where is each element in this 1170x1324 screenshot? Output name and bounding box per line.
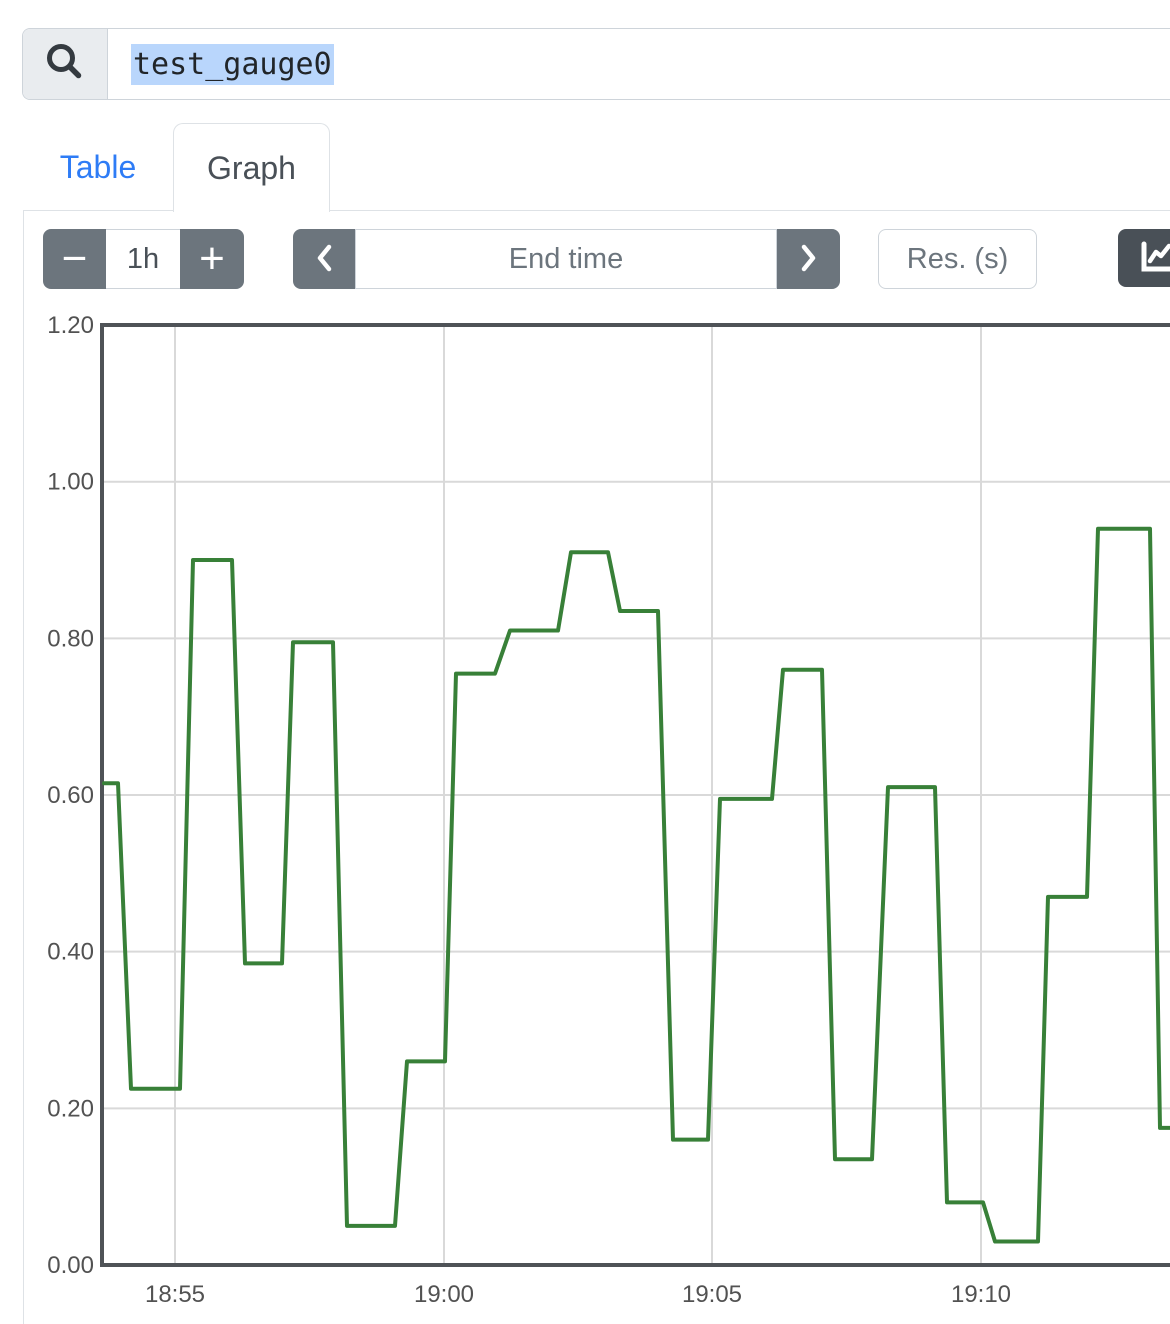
panel-border-top-right (330, 210, 1170, 211)
x-axis-tick-label: 18:55 (145, 1281, 205, 1308)
chevron-left-icon (315, 243, 333, 276)
chevron-right-icon (800, 243, 818, 276)
y-axis-tick-label: 0.60 (47, 782, 94, 809)
end-time-input[interactable] (355, 229, 777, 289)
decrease-range-button[interactable]: − (43, 229, 106, 289)
y-axis-tick-label: 0.40 (47, 939, 94, 966)
y-axis-tick-label: 1.20 (47, 312, 94, 339)
expression-input[interactable]: test_gauge0 (108, 29, 1170, 99)
expression-input-selected-text: test_gauge0 (131, 43, 334, 85)
y-axis-tick-label: 1.00 (47, 469, 94, 496)
end-time-back-button[interactable] (293, 229, 355, 289)
tab-graph[interactable]: Graph (173, 123, 330, 212)
minus-icon: − (61, 234, 88, 283)
range-duration-input[interactable] (106, 229, 180, 289)
x-axis-tick-label: 19:10 (951, 1281, 1011, 1308)
tab-table[interactable]: Table (59, 148, 137, 185)
query-bar-prepend (23, 29, 108, 99)
panel-border-left (23, 210, 24, 1324)
line-chart-icon (1139, 240, 1170, 277)
resolution-input[interactable] (878, 229, 1037, 289)
panel-border-top-left (23, 210, 173, 211)
plus-icon: + (199, 234, 225, 283)
y-axis-tick-label: 0.20 (47, 1095, 94, 1122)
y-axis-tick-label: 0.00 (47, 1252, 94, 1279)
y-axis-tick-label: 0.80 (47, 625, 94, 652)
stacked-graph-toggle-button[interactable] (1118, 229, 1170, 287)
query-bar: test_gauge0 (22, 28, 1170, 100)
end-time-forward-button[interactable] (777, 229, 840, 289)
x-axis-tick-label: 19:00 (414, 1281, 474, 1308)
x-axis-tick-label: 19:05 (682, 1281, 742, 1308)
increase-range-button[interactable]: + (180, 229, 244, 289)
search-icon (43, 40, 87, 89)
